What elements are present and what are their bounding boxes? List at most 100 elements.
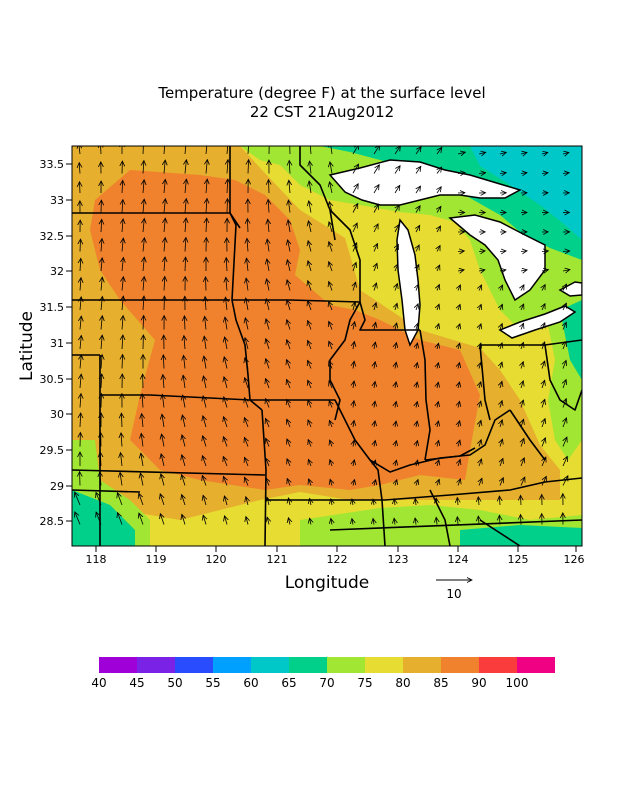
wind-vector-arrow bbox=[374, 382, 375, 389]
wind-vector-arrow bbox=[353, 223, 357, 233]
wind-vector-arrow bbox=[101, 316, 102, 330]
wind-vector-arrow bbox=[164, 257, 165, 272]
wind-vector-arrow bbox=[143, 161, 144, 174]
wind-vector-arrow bbox=[184, 146, 187, 155]
wind-vector-arrow bbox=[267, 497, 269, 506]
wind-vector-arrow bbox=[458, 363, 460, 369]
wind-vector-arrow bbox=[161, 454, 164, 467]
wind-vector-arrow bbox=[202, 476, 206, 486]
wind-vector-arrow bbox=[101, 355, 102, 369]
wind-vector-arrow bbox=[203, 376, 206, 389]
wind-vector-arrow bbox=[203, 396, 206, 408]
wind-vector-arrow bbox=[521, 362, 523, 369]
wind-vector-arrow bbox=[310, 518, 311, 525]
wind-vector-arrow bbox=[416, 382, 417, 389]
wind-vector-arrow bbox=[330, 460, 332, 467]
wind-vector-arrow bbox=[101, 297, 102, 311]
wind-vector-arrow bbox=[329, 401, 332, 408]
wind-vector-arrow bbox=[499, 173, 506, 174]
colorbar-label: 50 bbox=[167, 676, 182, 690]
wind-vector-arrow bbox=[225, 317, 227, 330]
wind-vector-arrow bbox=[395, 343, 397, 350]
wind-vector-arrow bbox=[394, 146, 400, 155]
wind-vector-arrow bbox=[395, 264, 398, 272]
wind-vector-arrow bbox=[100, 472, 101, 486]
wind-vector-arrow bbox=[394, 166, 400, 174]
wind-vector-arrow bbox=[96, 493, 102, 506]
wind-vector-arrow bbox=[310, 146, 311, 155]
wind-vector-arrow bbox=[164, 277, 165, 291]
wind-vector-arrow bbox=[287, 439, 290, 447]
wind-vector-arrow bbox=[223, 457, 227, 467]
wind-vector-arrow bbox=[437, 167, 442, 174]
wind-vector-arrow bbox=[563, 284, 567, 291]
wind-vector-arrow bbox=[224, 496, 227, 506]
wind-vector-arrow bbox=[374, 460, 375, 467]
colorbar-label: 75 bbox=[357, 676, 372, 690]
wind-vector-arrow bbox=[437, 304, 439, 311]
wind-vector-arrow bbox=[374, 283, 377, 291]
wind-vector-arrow bbox=[118, 513, 123, 525]
wind-vector-arrow bbox=[287, 320, 290, 330]
wind-vector-arrow bbox=[352, 146, 359, 155]
wind-vector-arrow bbox=[287, 300, 290, 311]
wind-vector-arrow bbox=[223, 477, 227, 486]
wind-vector-arrow bbox=[394, 185, 400, 194]
wind-vector-arrow bbox=[122, 316, 123, 330]
wind-vector-arrow bbox=[541, 153, 548, 155]
wind-vector-arrow bbox=[374, 401, 375, 408]
y-axis-label: Latitude bbox=[17, 311, 37, 381]
wind-vector-arrow bbox=[80, 316, 81, 330]
reference-vector-label: 10 bbox=[446, 587, 461, 601]
wind-vector-arrow bbox=[373, 185, 379, 194]
wind-vector-arrow bbox=[416, 245, 419, 252]
wind-vector-arrow bbox=[206, 160, 207, 174]
wind-vector-arrow bbox=[122, 258, 123, 272]
x-tick-label: 125 bbox=[508, 553, 529, 566]
wind-vector-arrow bbox=[374, 244, 378, 252]
wind-vector-arrow bbox=[80, 239, 81, 252]
wind-vector-arrow bbox=[352, 519, 353, 525]
wind-vector-arrow bbox=[352, 164, 359, 174]
wind-vector-arrow bbox=[122, 355, 123, 369]
wind-vector-arrow bbox=[373, 165, 379, 174]
wind-vector-arrow bbox=[80, 258, 81, 272]
wind-vector-arrow bbox=[143, 238, 144, 252]
wind-vector-arrow bbox=[225, 516, 228, 525]
wind-vector-arrow bbox=[223, 437, 227, 447]
wind-vector-arrow bbox=[500, 401, 502, 408]
wind-vector-arrow bbox=[182, 435, 185, 447]
wind-vector-arrow bbox=[437, 402, 438, 408]
wind-vector-arrow bbox=[122, 238, 123, 252]
wind-vector-arrow bbox=[143, 180, 144, 194]
wind-vector-arrow bbox=[478, 497, 479, 506]
wind-vector-arrow bbox=[182, 514, 185, 525]
wind-vector-arrow bbox=[162, 434, 165, 447]
wind-vector-arrow bbox=[101, 394, 102, 408]
wind-vector-arrow bbox=[563, 399, 566, 408]
wind-vector-arrow bbox=[101, 335, 102, 350]
wind-vector-arrow bbox=[373, 146, 380, 155]
wind-vector-arrow bbox=[500, 458, 503, 467]
wind-vector-arrow bbox=[310, 499, 311, 506]
wind-vector-arrow bbox=[329, 341, 332, 350]
wind-vector-arrow bbox=[206, 179, 207, 194]
wind-vector-arrow bbox=[541, 251, 548, 252]
colorbar-swatch bbox=[213, 657, 251, 673]
wind-vector-arrow bbox=[458, 440, 460, 447]
wind-vector-arrow bbox=[308, 459, 311, 467]
wind-vector-arrow bbox=[183, 395, 185, 408]
wind-vector-arrow bbox=[203, 495, 206, 506]
wind-vector-arrow bbox=[457, 498, 458, 506]
wind-vector-arrow bbox=[478, 173, 486, 174]
wind-vector-arrow bbox=[352, 499, 353, 506]
wind-vector-arrow bbox=[121, 453, 123, 467]
wind-vector-arrow bbox=[436, 517, 437, 525]
wind-vector-arrow bbox=[246, 497, 248, 506]
wind-vector-arrow bbox=[80, 297, 81, 311]
wind-vector-arrow bbox=[308, 261, 311, 272]
x-tick-label: 126 bbox=[564, 553, 585, 566]
wind-vector-arrow bbox=[437, 187, 441, 194]
wind-vector-arrow bbox=[80, 336, 81, 350]
wind-vector-arrow bbox=[164, 199, 165, 213]
